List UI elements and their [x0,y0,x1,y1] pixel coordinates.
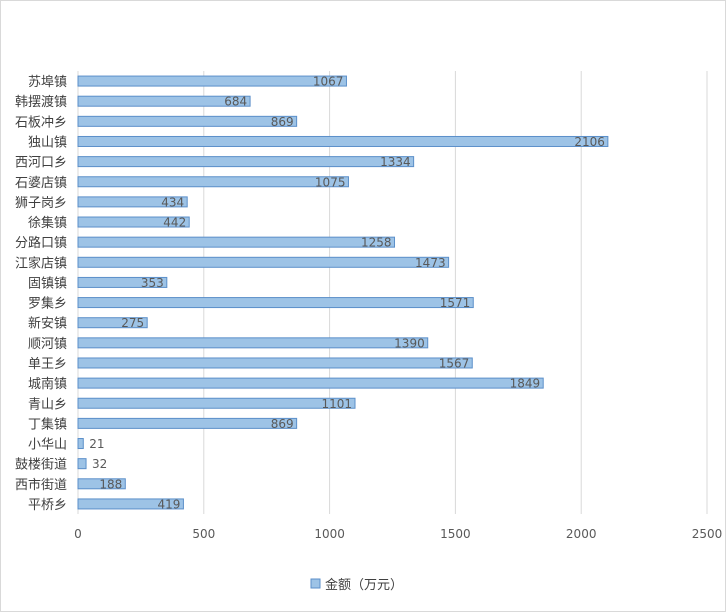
legend-label: 金额（万元） [325,577,403,593]
data-label: 1075 [315,175,346,189]
data-labels: 1067 684 869 2106 1334 1075 434 442 1258 1473 353 1… [89,75,605,512]
category-axis-labels: 苏埠镇韩摆渡镇石板冲乡独山镇西河口乡石婆店镇狮子岗乡徐集镇分路口镇江家店镇固镇镇… [15,74,67,513]
data-label: 2106 [574,135,605,149]
category-label: 丁集镇 [28,416,67,432]
category-label: 苏埠镇 [28,74,67,90]
category-label: 固镇镇 [28,276,67,291]
x-tick-label: 500 [192,527,215,541]
category-label: 顺河镇 [28,337,67,352]
data-label: 275 [121,316,144,330]
legend-swatch [310,578,321,589]
data-label: 419 [158,497,181,511]
data-label: 869 [271,115,294,129]
category-label: 石板冲乡 [15,115,67,130]
data-label: 1473 [415,256,446,270]
bar [77,397,356,409]
bar [77,337,429,349]
bar [77,438,84,450]
bar [77,417,298,429]
category-label: 新安镇 [28,316,67,332]
category-label: 江家店镇 [15,255,67,271]
data-label: 434 [161,195,184,209]
category-label: 平桥乡 [28,498,67,513]
data-label: 1334 [380,155,411,169]
data-label: 1849 [510,377,541,391]
data-label: 869 [271,417,294,431]
legend: 金额（万元） [310,577,403,593]
data-label: 442 [163,216,186,230]
data-label: 32 [92,457,107,471]
category-label: 西市街道 [15,477,67,493]
data-label: 1567 [439,356,470,370]
value-axis-labels: 0 500 1000 1500 2000 2500 [74,527,722,541]
bar [77,95,251,107]
category-label: 韩摆渡镇 [15,94,67,110]
bar [77,317,148,329]
data-label: 1067 [313,75,344,89]
bar [77,498,184,510]
category-label: 城南镇 [28,376,67,392]
x-tick-label: 2000 [566,527,597,541]
category-label: 鼓楼街道 [15,458,67,473]
category-label: 西河口乡 [15,156,67,171]
x-tick-label: 0 [74,527,82,541]
bar [77,458,87,470]
category-label: 分路口镇 [15,235,67,251]
bar [77,156,415,168]
category-label: 狮子岗乡 [15,196,67,211]
x-tick-label: 1000 [314,527,345,541]
bar [77,216,190,228]
x-tick-label: 1500 [440,527,471,541]
category-label: 小华山 [28,438,67,453]
bar [77,256,450,268]
bar [77,377,544,389]
data-label: 1101 [321,397,352,411]
bars [77,75,609,510]
data-label: 684 [224,95,247,109]
category-label: 青山乡 [28,397,67,412]
bar [77,135,609,147]
bar [77,115,298,127]
bar [77,196,188,208]
bar [77,176,349,188]
bar [77,297,474,309]
data-label: 188 [99,477,122,491]
bar [77,236,396,248]
category-label: 单王乡 [28,357,67,372]
bar [77,478,126,490]
data-label: 353 [141,276,164,290]
data-label: 1571 [440,296,471,310]
category-label: 罗集乡 [28,296,67,312]
data-label: 1390 [394,336,425,350]
bar [77,357,473,369]
category-label: 徐集镇 [28,215,67,231]
bar [77,276,168,288]
x-tick-label: 2500 [692,527,723,541]
category-label: 石婆店镇 [15,176,67,191]
bar [77,75,347,87]
category-label: 独山镇 [28,135,67,150]
data-label: 1258 [361,236,392,250]
data-label: 21 [89,437,104,451]
